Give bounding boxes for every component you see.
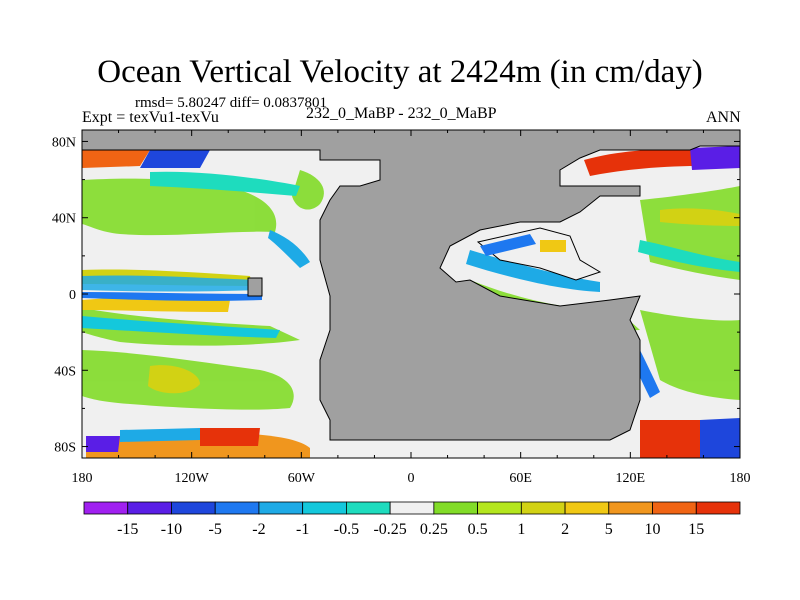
inner-sea-field <box>480 234 566 256</box>
colorbar-swatch <box>652 501 697 515</box>
y-tick-label: 0 <box>69 288 76 303</box>
chart-title: Ocean Vertical Velocity at 2424m (in cm/… <box>97 54 703 90</box>
colorbar-label: -10 <box>161 521 182 538</box>
colorbar-swatch <box>477 501 522 515</box>
colorbar-label: -1 <box>296 521 309 538</box>
colorbar-swatch <box>520 501 566 515</box>
x-axis-labels: 180 120W 60W 0 60E 120E 180 <box>72 471 751 486</box>
colorbar-label: 0.25 <box>420 521 448 538</box>
y-axis-labels: 80N 40N 0 40S 80S <box>52 135 76 455</box>
x-tick-label: 0 <box>408 471 415 486</box>
stats-line: rmsd= 5.80247 diff= 0.0837801 <box>135 95 328 111</box>
x-tick-label: 120W <box>175 471 210 486</box>
downwelling-regions <box>82 171 740 398</box>
polar-noise-bands <box>82 146 740 458</box>
x-tick-label: 60W <box>288 471 316 486</box>
colorbar-swatch <box>258 501 304 515</box>
colorbar-label: 10 <box>645 521 661 538</box>
x-tick-label: 180 <box>730 471 751 486</box>
colorbar-swatch <box>302 501 347 515</box>
colorbar-swatch <box>345 501 391 515</box>
colorbar-swatch <box>695 501 741 515</box>
colorbar-label: 0.5 <box>468 521 488 538</box>
experiment-label: Expt = texVu1-texVu <box>82 109 219 126</box>
colorbar-swatch <box>214 501 260 515</box>
colorbar-label: 5 <box>605 521 613 538</box>
colorbar-label: 1 <box>517 521 525 538</box>
x-tick-label: 180 <box>72 471 93 486</box>
y-tick-label: 80S <box>54 441 76 456</box>
run-comparison-label: 232_0_MaBP - 232_0_MaBP <box>306 105 497 122</box>
colorbar-swatch <box>433 501 479 515</box>
x-tick-label: 60E <box>509 471 532 486</box>
colorbar-swatch <box>564 501 610 515</box>
colorbar-swatch <box>171 501 216 515</box>
colorbar-swatch <box>608 501 653 515</box>
x-tick-label: 120E <box>616 471 646 486</box>
colorbar-label: -0.5 <box>334 521 359 538</box>
colorbar-label: -0.25 <box>373 521 406 538</box>
colorbar-label: -5 <box>209 521 222 538</box>
colorbar <box>83 501 741 515</box>
colorbar-label: -2 <box>252 521 265 538</box>
season-label: ANN <box>706 109 741 126</box>
colorbar-swatch <box>389 501 435 515</box>
map-field <box>82 130 740 458</box>
colorbar-labels: -15 -10 -5 -2 -1 -0.5 -0.25 0.25 0.5 1 2 5 10 15 <box>117 521 704 538</box>
axis-ticks <box>81 130 741 458</box>
colorbar-label: -15 <box>117 521 138 538</box>
colorbar-swatch <box>83 501 129 515</box>
colorbar-swatch <box>127 501 172 515</box>
y-tick-label: 40S <box>54 364 76 379</box>
y-tick-label: 80N <box>52 135 76 150</box>
colorbar-label: 2 <box>561 521 569 538</box>
colorbar-label: 15 <box>688 521 704 538</box>
y-tick-label: 40N <box>52 212 76 227</box>
